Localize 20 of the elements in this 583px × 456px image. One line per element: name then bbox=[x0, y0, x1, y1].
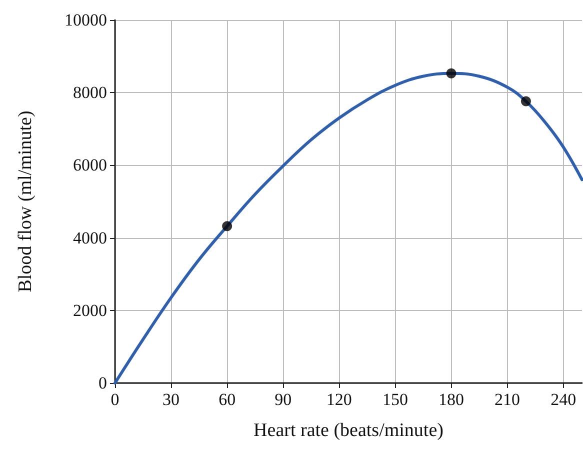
x-tick-label: 90 bbox=[274, 390, 292, 409]
y-tick-label: 0 bbox=[98, 374, 107, 392]
x-tick-label: 120 bbox=[326, 390, 352, 409]
x-tick-label: 180 bbox=[438, 390, 464, 409]
y-tick-label: 6000 bbox=[73, 156, 107, 175]
y-tick-label: 4000 bbox=[73, 228, 107, 248]
point bbox=[222, 221, 232, 232]
x-axis-title: Heart rate (beats/minute) bbox=[254, 420, 444, 441]
point bbox=[520, 96, 531, 106]
y-axis-title: Blood flow (ml/minute) bbox=[15, 110, 36, 292]
x-tick-label: 210 bbox=[494, 390, 520, 409]
x-tick-label: 240 bbox=[550, 390, 576, 409]
point bbox=[446, 68, 456, 78]
y-tick-label: 8000 bbox=[73, 83, 107, 102]
x-tick-label: 150 bbox=[382, 390, 408, 409]
x-tick-label: 30 bbox=[162, 390, 180, 409]
x-tick-label: 60 bbox=[218, 390, 236, 409]
x-tick-label: 0 bbox=[110, 390, 120, 409]
y-tick-label: 10000 bbox=[64, 10, 107, 30]
y-tick-label: 2000 bbox=[73, 300, 107, 320]
